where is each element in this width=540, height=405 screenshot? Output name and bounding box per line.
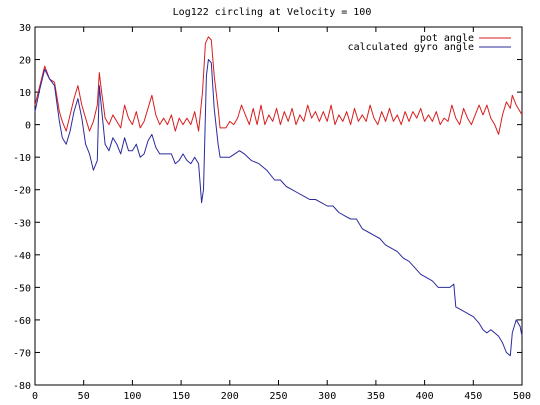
y-tick-label: -40 [13, 251, 31, 262]
x-tick-label: 350 [367, 391, 385, 402]
y-tick-label: -60 [13, 316, 31, 327]
y-tick-label: -20 [13, 186, 31, 197]
y-tick-label: 30 [19, 23, 31, 34]
x-tick-label: 500 [513, 391, 531, 402]
series-lines [34, 36, 523, 357]
y-tick-label: -70 [13, 348, 31, 359]
x-tick-label: 200 [221, 391, 239, 402]
y-tick-label: -10 [13, 153, 31, 164]
plot-frame [34, 26, 523, 386]
y-tick-label: -30 [13, 218, 31, 229]
y-tick-label: -50 [13, 283, 31, 294]
series-line-1 [34, 59, 523, 357]
y-tick-label: -80 [13, 381, 31, 392]
x-tick-label: 450 [464, 391, 482, 402]
x-tick-label: 300 [318, 391, 336, 402]
chart-title: Log122 circling at Velocity = 100 [173, 7, 372, 18]
x-tick-label: 250 [269, 391, 287, 402]
y-tick-label: 0 [25, 121, 31, 132]
x-tick-label: 400 [416, 391, 434, 402]
y-tick-label: 20 [19, 56, 31, 67]
legend-label: pot angle [420, 33, 474, 44]
series-line-0 [34, 36, 523, 135]
legend-label: calculated gyro angle [348, 42, 474, 53]
y-tick-label: 10 [19, 88, 31, 99]
x-tick-label: 0 [32, 391, 38, 402]
x-tick-label: 150 [172, 391, 190, 402]
axis-ticks: 0 50 100 150 200 250 300 350 400 450 500-80-70-60-… [13, 23, 531, 402]
x-tick-label: 100 [123, 391, 141, 402]
x-tick-label: 50 [78, 391, 90, 402]
